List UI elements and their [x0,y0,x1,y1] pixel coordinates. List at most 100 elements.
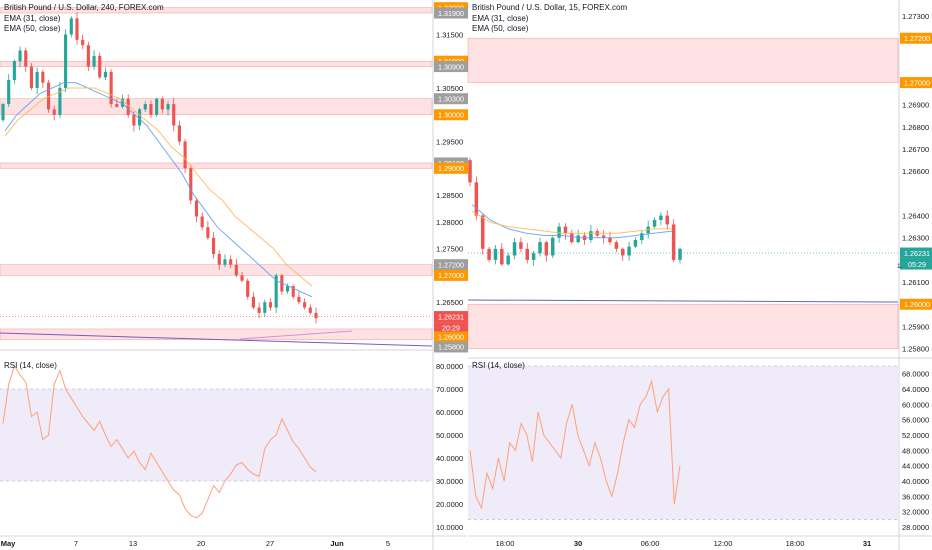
right-price-badge: 1.27200 [904,34,930,43]
left-candle-body [240,275,244,281]
right-time-tick: 31 [863,539,871,548]
right-rsi-line [469,379,681,510]
left-candle-body [297,296,301,303]
right-price-badge: 1.26000 [904,300,930,309]
right-rsi-tick: 32.0000 [902,508,929,517]
left-candle-body [251,296,255,308]
left-price-tick: 1.28500 [436,191,463,200]
left-rsi-tick: 60.0000 [436,408,463,417]
left-time-tick: 7 [74,539,78,548]
left-candle-body [92,55,96,67]
right-rsi-legend: RSI (14, close) [472,361,525,372]
left-candle-body [172,104,176,126]
left-price-tick: 1.30500 [436,84,463,93]
right-candle-body [665,215,670,225]
left-candle-body [274,275,278,308]
left-candle-body [303,302,307,308]
right-rsi-band [468,366,898,520]
right-trendline [467,299,899,303]
right-time-tick: 30 [574,539,582,548]
right-candle-body [525,248,530,260]
left-candle-body [120,98,125,107]
right-sr-zone [467,303,899,349]
right-price-tick: 1.26700 [902,145,929,154]
right-price-badge-bg [900,258,932,270]
right-rsi-tick: 52.0000 [902,431,929,440]
left-candle-body [194,200,199,217]
right-time-tick: 06:00 [641,539,660,548]
left-candle-body [206,227,210,238]
left-candle-body [285,286,290,292]
left-candle-body [229,259,233,265]
right-candle-body [589,231,593,240]
left-price-tick: 1.28000 [436,218,463,227]
right-candle-body [678,248,682,260]
left-trendline-short [239,330,353,340]
right-candle-body [468,160,472,183]
left-candle-body [103,71,108,78]
left-price-tick: 1.26500 [436,298,463,307]
left-candle-body [149,104,153,115]
left-price-badge: 1.25800 [438,343,464,352]
left-candle-body [246,280,250,297]
left-rsi-tick: 80.0000 [436,362,463,371]
right-candle-body [640,233,644,240]
left-candle-body [308,307,312,313]
left-price-badge: 1.31900 [438,9,464,18]
right-rsi-tick: 44.0000 [902,462,929,471]
right-price-tick: 1.26300 [902,234,929,243]
left-candle-body [1,104,5,121]
right-price-badge-bg [900,247,932,259]
left-candle-body [314,312,318,319]
right-candle-body [652,220,657,227]
right-candle-body [620,248,625,256]
left-candle-body [75,18,79,40]
right-candle-body [519,242,523,249]
right-legend: British Pound / U.S. Dollar, 15, FOREX.c… [472,3,627,35]
left-candle-body [211,237,216,254]
right-rsi-tick: 68.0000 [902,370,929,379]
left-price-badge: 1.29000 [438,164,464,173]
right-candle-body [538,242,542,254]
left-candle-body [64,34,68,88]
right-chart-title: British Pound / U.S. Dollar, 15, FOREX.c… [472,3,628,12]
right-candle-body [474,182,479,216]
left-price-tick: 1.27500 [436,245,463,254]
left-candle-body [24,50,28,67]
left-candle-body [291,286,295,297]
left-price-badge-bg [434,331,468,343]
left-legend: British Pound / U.S. Dollar, 240, FOREX.… [4,3,164,35]
right-candle-body [570,233,574,243]
left-price-badge: 1.30000 [438,111,464,120]
left-sr-zone [0,162,433,169]
left-candle-body [183,141,187,169]
left-price-badge-bg [434,341,468,353]
left-candle-body [177,125,181,142]
right-rsi-tick: 36.0000 [902,492,929,501]
left-rsi-tick: 70.0000 [436,385,463,394]
left-candle-body [217,253,221,265]
left-sr-zone [0,60,433,67]
left-price-badge-bg [434,7,468,19]
left-price-tick: 1.31500 [436,30,463,39]
left-candle-body [58,87,62,115]
right-candle-body [633,239,638,247]
left-candle-body [81,39,85,46]
left-candle-body [143,104,147,110]
left-candle-body [35,71,39,88]
left-time-tick: May [1,539,16,548]
left-candle-body [86,45,90,67]
right-candle-body [671,224,676,260]
left-price-tick: 1.29500 [436,138,463,147]
right-price-badge-bg [900,32,932,44]
left-sr-zone [0,7,433,14]
right-candle-body [557,226,561,238]
right-price-tick: 1.27300 [902,12,929,21]
right-price-tick: 1.25900 [902,322,929,331]
right-candle-body [659,215,663,221]
left-price-badge-bg [434,311,468,323]
right-price-tick: 1.26100 [902,278,929,287]
right-price-tick: 1.26600 [902,167,929,176]
left-time-tick: 20 [197,539,205,548]
